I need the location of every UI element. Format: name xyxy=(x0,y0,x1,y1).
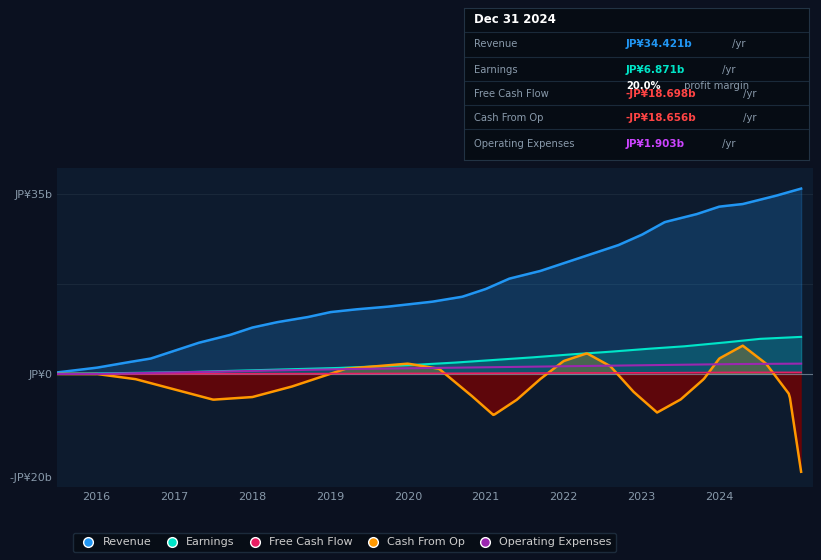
Text: Dec 31 2024: Dec 31 2024 xyxy=(475,13,556,26)
Text: Revenue: Revenue xyxy=(475,39,517,49)
Text: /yr: /yr xyxy=(719,64,736,74)
Text: /yr: /yr xyxy=(740,89,756,99)
Text: -JP¥18.656b: -JP¥18.656b xyxy=(626,113,697,123)
Text: /yr: /yr xyxy=(740,113,756,123)
Text: Earnings: Earnings xyxy=(475,64,518,74)
Text: JP¥34.421b: JP¥34.421b xyxy=(626,39,693,49)
Text: /yr: /yr xyxy=(719,139,736,149)
Text: JP¥6.871b: JP¥6.871b xyxy=(626,64,686,74)
Text: Free Cash Flow: Free Cash Flow xyxy=(475,89,549,99)
Text: 20.0%: 20.0% xyxy=(626,81,661,91)
Text: -JP¥18.698b: -JP¥18.698b xyxy=(626,89,696,99)
Legend: Revenue, Earnings, Free Cash Flow, Cash From Op, Operating Expenses: Revenue, Earnings, Free Cash Flow, Cash … xyxy=(73,533,617,552)
Text: JP¥1.903b: JP¥1.903b xyxy=(626,139,685,149)
Text: /yr: /yr xyxy=(729,39,745,49)
Text: profit margin: profit margin xyxy=(681,81,750,91)
Text: Operating Expenses: Operating Expenses xyxy=(475,139,575,149)
Text: Cash From Op: Cash From Op xyxy=(475,113,544,123)
